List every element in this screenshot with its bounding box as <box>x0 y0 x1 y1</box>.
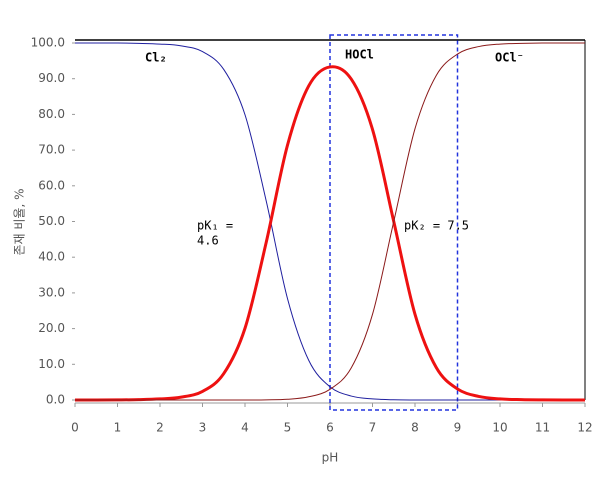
x-tick-label: 9 <box>454 421 462 435</box>
x-tick-label: 11 <box>535 421 550 435</box>
x-tick-label: 1 <box>114 421 122 435</box>
y-tick-label: 100.0 <box>31 36 65 50</box>
y-tick-label: 60.0 <box>38 178 65 192</box>
y-axis-label: 존재 비율, % <box>13 188 27 255</box>
x-axis-label: pH <box>322 451 339 465</box>
x-tick-label: 4 <box>241 421 249 435</box>
y-tick-label: 50.0 <box>38 214 65 228</box>
y-tick-label: 80.0 <box>38 107 65 121</box>
y-tick-label: 30.0 <box>38 285 65 299</box>
y-tick-label: 10.0 <box>38 357 65 371</box>
x-tick-label: 2 <box>156 421 164 435</box>
annotation: pK₁ = <box>197 219 233 233</box>
x-tick-label: 6 <box>326 421 334 435</box>
y-tick-label: 40.0 <box>38 250 65 264</box>
x-tick-label: 12 <box>577 421 592 435</box>
annotation: 4.6 <box>197 234 219 248</box>
series-label: OCl⁻ <box>495 51 524 65</box>
x-tick-label: 8 <box>411 421 419 435</box>
y-tick-label: 70.0 <box>38 143 65 157</box>
x-tick-label: 10 <box>492 421 507 435</box>
annotation: pK₂ = 7.5 <box>404 219 469 233</box>
series-label: HOCl <box>345 48 374 62</box>
x-tick-label: 3 <box>199 421 207 435</box>
y-tick-label: 0.0 <box>46 393 65 407</box>
y-tick-label: 20.0 <box>38 321 65 335</box>
y-tick-label: 90.0 <box>38 71 65 85</box>
series-line <box>74 65 586 402</box>
series-line <box>75 42 585 401</box>
x-tick-label: 7 <box>369 421 377 435</box>
x-tick-label: 0 <box>71 421 79 435</box>
series-label: Cl₂ <box>145 51 167 65</box>
highlight-range <box>329 34 459 411</box>
x-tick-label: 5 <box>284 421 292 435</box>
